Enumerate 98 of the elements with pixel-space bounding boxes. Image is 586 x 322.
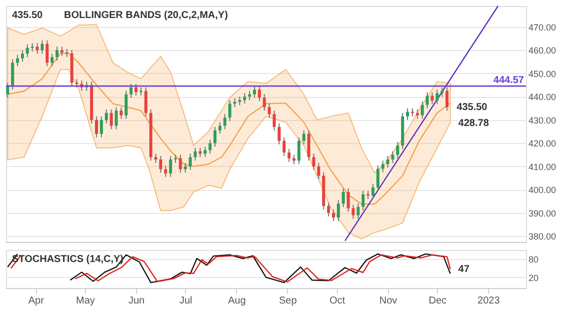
candlestick	[362, 190, 365, 211]
candlestick	[124, 90, 128, 120]
candlestick	[262, 94, 266, 112]
candlestick	[252, 86, 256, 98]
candlestick	[376, 164, 380, 192]
candlestick	[317, 162, 320, 180]
y-tick-label: 450.00	[528, 68, 556, 79]
x-tick-label: Jun	[128, 296, 145, 306]
candlestick	[188, 153, 192, 170]
candlestick	[371, 183, 374, 200]
candlestick	[288, 148, 291, 162]
x-tick-label: Nov	[379, 296, 398, 306]
x-tick-label: May	[76, 296, 95, 306]
candlestick	[426, 92, 429, 109]
y-tick-label: 380.00	[528, 232, 556, 242]
y-tick-label: 80	[528, 254, 539, 265]
candlestick	[446, 86, 449, 112]
y-tick-label: 400.00	[528, 185, 556, 196]
x-tick-label: Aug	[228, 296, 246, 306]
x-tick-label: Apr	[28, 296, 45, 306]
candlestick	[50, 53, 54, 67]
annotation: 47	[458, 264, 470, 276]
candlestick	[218, 122, 222, 134]
candlestick	[342, 188, 345, 208]
candlestick	[46, 40, 49, 67]
candlestick	[16, 54, 20, 67]
y-tick-label: 410.00	[528, 162, 556, 172]
candlestick	[204, 146, 207, 158]
candlestick	[114, 106, 118, 130]
candlestick	[130, 83, 133, 98]
candlestick	[213, 126, 216, 148]
candlestick	[272, 110, 276, 131]
candlestick	[346, 188, 350, 212]
candlestick	[258, 86, 261, 102]
candlestick	[307, 130, 310, 162]
candlestick	[268, 103, 271, 118]
candlestick	[184, 162, 187, 174]
candlestick	[26, 44, 29, 58]
candlestick	[104, 108, 108, 124]
candlestick	[110, 108, 113, 130]
candlestick	[356, 202, 360, 220]
ref-line-label: 444.57	[493, 75, 524, 86]
candlestick	[332, 208, 335, 222]
candlestick	[278, 122, 281, 145]
candlestick	[154, 153, 158, 164]
candlestick	[134, 83, 138, 96]
annotation: BOLLINGER BANDS (20,C,2,MA,Y)	[64, 10, 228, 21]
candlestick	[100, 116, 103, 138]
annotation: 428.78	[458, 118, 490, 129]
candlestick	[60, 46, 64, 56]
annotation: 435.50	[12, 10, 44, 21]
annotation: 435.50	[456, 102, 488, 114]
candlestick	[391, 150, 394, 164]
x-tick-label: Sep	[278, 296, 298, 306]
y-tick-label: 460.00	[528, 46, 556, 56]
candlestick	[120, 106, 123, 120]
candlestick	[282, 136, 286, 156]
candlestick	[159, 155, 162, 174]
y-tick-label: 420.00	[528, 138, 556, 149]
candlestick	[416, 108, 419, 120]
y-tick-label: 440.00	[528, 92, 556, 102]
candlestick	[6, 82, 10, 98]
candlestick	[406, 108, 410, 120]
candlestick	[297, 136, 300, 165]
candlestick	[178, 154, 182, 174]
y-tick-label: 430.00	[528, 115, 556, 126]
candlestick	[312, 153, 316, 170]
candlestick	[194, 147, 197, 162]
candlestick	[352, 204, 355, 220]
candlestick	[381, 160, 384, 173]
candlestick	[144, 86, 148, 117]
candlestick	[36, 42, 39, 54]
candlestick	[20, 50, 24, 62]
candlestick	[302, 130, 306, 145]
candlestick	[56, 46, 59, 62]
x-tick-label: Oct	[329, 296, 346, 306]
candlestick	[40, 40, 44, 54]
candlestick	[396, 142, 400, 159]
candlestick	[420, 100, 424, 120]
x-tick-label: Jul	[179, 296, 192, 306]
candlestick	[228, 100, 232, 122]
y-tick-label: 470.00	[528, 22, 556, 32]
candlestick	[327, 202, 330, 217]
candlestick	[11, 58, 14, 90]
x-tick-label: Dec	[428, 296, 447, 306]
x-tick-label: 2023	[478, 296, 500, 306]
candlestick	[95, 116, 98, 138]
candlestick	[430, 92, 434, 105]
candlestick	[223, 114, 226, 130]
y-tick-label: 20	[528, 272, 539, 283]
candlestick	[169, 155, 172, 178]
y-tick-label: 390.00	[528, 208, 556, 218]
candlestick	[386, 155, 390, 168]
candlestick	[243, 92, 246, 104]
candlestick	[436, 89, 439, 105]
candlestick	[208, 139, 212, 154]
candlestick	[336, 200, 340, 222]
candlestick	[164, 165, 168, 178]
